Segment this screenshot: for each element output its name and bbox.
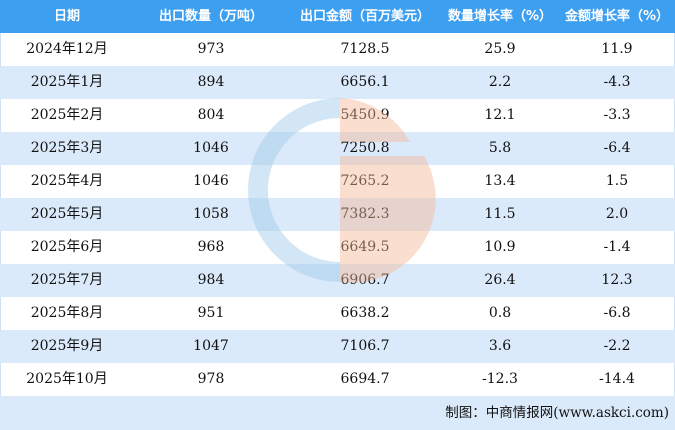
table-cell: 26.4 bbox=[484, 272, 516, 288]
table-cell: 2.0 bbox=[605, 206, 629, 222]
table-cell: 6656.1 bbox=[340, 74, 390, 90]
table-row: 2025年5月 1058 7382.3 11.5 2.0 bbox=[0, 198, 675, 231]
table-cell: -6.8 bbox=[603, 305, 631, 321]
table-row: 2025年4月 1046 7265.2 13.4 1.5 bbox=[0, 165, 675, 198]
table-row: 2024年12月 973 7128.5 25.9 11.9 bbox=[0, 33, 675, 66]
table-row: 2025年7月 984 6906.7 26.4 12.3 bbox=[0, 264, 675, 297]
table-cell: 2025年2月 bbox=[30, 107, 104, 123]
table-cell: 2025年10月 bbox=[26, 371, 108, 387]
table-cell: -14.4 bbox=[599, 371, 635, 387]
table-cell: 7128.5 bbox=[340, 41, 390, 57]
table-cell: 6649.5 bbox=[340, 239, 390, 255]
table-cell: 2025年6月 bbox=[30, 239, 104, 255]
column-header: 数量增长率（%） bbox=[447, 9, 553, 24]
table-cell: 1046 bbox=[193, 173, 229, 189]
table-cell: 2.2 bbox=[488, 74, 512, 90]
table-row: 2025年8月 951 6638.2 0.8 -6.8 bbox=[0, 297, 675, 330]
table-cell: 894 bbox=[197, 74, 225, 90]
column-header: 出口数量（万吨） bbox=[158, 9, 264, 24]
table-cell: 2025年3月 bbox=[30, 140, 104, 156]
source-credit: 制图：中商情报网(www.askci.com) bbox=[445, 405, 669, 421]
table-row: 2025年1月 894 6656.1 2.2 -4.3 bbox=[0, 66, 675, 99]
table-cell: 973 bbox=[197, 41, 225, 57]
table-row: 2025年3月 1046 7250.8 5.8 -6.4 bbox=[0, 132, 675, 165]
table-cell: -2.2 bbox=[603, 338, 631, 354]
table-row: 2025年6月 968 6649.5 10.9 -1.4 bbox=[0, 231, 675, 264]
table-cell: 6694.7 bbox=[340, 371, 390, 387]
table-cell: 951 bbox=[197, 305, 225, 321]
table-cell: -1.4 bbox=[603, 239, 631, 255]
table-cell: 6906.7 bbox=[340, 272, 390, 288]
table-cell: 2025年1月 bbox=[30, 74, 104, 90]
table-cell: 1058 bbox=[193, 206, 229, 222]
column-header: 金额增长率（%） bbox=[564, 9, 670, 24]
table-cell: 0.8 bbox=[488, 305, 512, 321]
table-cell: 1.5 bbox=[605, 173, 629, 189]
table-cell: 984 bbox=[197, 272, 225, 288]
table-cell: 1046 bbox=[193, 140, 229, 156]
table-cell: 13.4 bbox=[484, 173, 516, 189]
table-cell: 5.8 bbox=[488, 140, 512, 156]
table-cell: 2025年7月 bbox=[30, 272, 104, 288]
table-cell: 7382.3 bbox=[340, 206, 390, 222]
table-cell: 6638.2 bbox=[340, 305, 390, 321]
footer: 制图：中商情报网(www.askci.com) bbox=[0, 396, 675, 430]
table-cell: 11.5 bbox=[484, 206, 516, 222]
table-row: 2025年10月 978 6694.7 -12.3 -14.4 bbox=[0, 363, 675, 396]
table-cell: 978 bbox=[197, 371, 225, 387]
table-cell: 2025年4月 bbox=[30, 173, 104, 189]
table-cell: 7250.8 bbox=[340, 140, 390, 156]
table-cell: -3.3 bbox=[603, 107, 631, 123]
table-header: 日期 出口数量（万吨） 出口金额（百万美元） 数量增长率（%） 金额增长率（%） bbox=[0, 0, 675, 33]
data-table: 日期 出口数量（万吨） 出口金额（百万美元） 数量增长率（%） 金额增长率（%） 202… bbox=[0, 0, 675, 396]
table-cell: 7265.2 bbox=[340, 173, 390, 189]
table-cell: 11.9 bbox=[601, 41, 633, 57]
table-cell: -6.4 bbox=[603, 140, 631, 156]
table-cell: 2025年5月 bbox=[30, 206, 104, 222]
table-cell: 7106.7 bbox=[340, 338, 390, 354]
table-cell: 3.6 bbox=[488, 338, 512, 354]
column-header: 日期 bbox=[53, 9, 81, 24]
table-cell: 968 bbox=[197, 239, 225, 255]
table-cell: 5450.9 bbox=[340, 107, 390, 123]
table-cell: 2025年8月 bbox=[30, 305, 104, 321]
table-cell: 12.1 bbox=[484, 107, 516, 123]
table-cell: 1047 bbox=[193, 338, 229, 354]
table-cell: 12.3 bbox=[601, 272, 633, 288]
table-row: 2025年2月 804 5450.9 12.1 -3.3 bbox=[0, 99, 675, 132]
table-cell: 10.9 bbox=[484, 239, 516, 255]
table-cell: 804 bbox=[197, 107, 225, 123]
table-cell: -12.3 bbox=[482, 371, 518, 387]
table-row: 2025年9月 1047 7106.7 3.6 -2.2 bbox=[0, 330, 675, 363]
table-cell: -4.3 bbox=[603, 74, 631, 90]
table-cell: 2025年9月 bbox=[30, 338, 104, 354]
table-cell: 25.9 bbox=[484, 41, 516, 57]
column-header: 出口金额（百万美元） bbox=[299, 9, 431, 24]
table-cell: 2024年12月 bbox=[26, 41, 108, 57]
